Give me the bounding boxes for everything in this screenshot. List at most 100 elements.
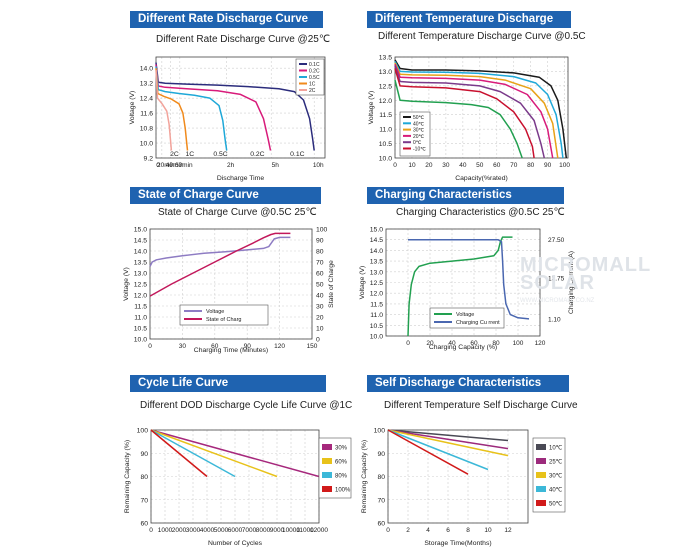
series-line xyxy=(394,62,559,159)
y-axis-label: Remaining Capacity (%) xyxy=(361,440,368,513)
y-tick-label: 100 xyxy=(137,428,149,435)
y2-tick-label: 40 xyxy=(316,293,324,300)
x-tick-label: 10000 xyxy=(282,527,300,534)
y-tick-label: 14.5 xyxy=(134,238,147,245)
x-tick-label: 8 xyxy=(466,527,470,534)
legend-label: 50℃ xyxy=(549,502,563,508)
x-tick-label: 40 xyxy=(459,162,467,169)
x-tick-label: 12000 xyxy=(310,527,328,534)
x-tick-label: 6000 xyxy=(228,527,243,534)
y-tick-label: 14.0 xyxy=(370,248,383,255)
series-line xyxy=(387,429,509,450)
legend-label: State of Charg xyxy=(206,317,241,323)
x-tick-label: 20min xyxy=(157,162,175,169)
chart-title-cycle-life: Different DOD Discharge Cycle Life Curve… xyxy=(140,400,353,411)
x-tick-label: 40 xyxy=(448,340,456,347)
y-tick-label: 10.0 xyxy=(379,156,392,163)
y-axis-label: Voltage (V) xyxy=(368,91,375,125)
legend-label: Voltage xyxy=(206,309,224,315)
y2-tick-label: 50 xyxy=(316,282,324,289)
y-tick-label: 10.0 xyxy=(370,334,383,341)
y2-tick-label: 1.10 xyxy=(548,316,561,323)
y2-tick-label: 13.75 xyxy=(548,276,565,283)
y-tick-label: 13.0 xyxy=(379,69,392,76)
x-tick-label: 1000 xyxy=(158,527,173,534)
y-tick-label: 10.8 xyxy=(140,126,153,133)
y-tick-label: 14.0 xyxy=(134,249,147,256)
chart-title-self-discharge: Different Temperature Self Discharge Cur… xyxy=(384,400,578,411)
curve-annotation: 1C xyxy=(185,151,194,158)
legend-swatch xyxy=(322,458,332,464)
y-tick-label: 12.0 xyxy=(379,98,392,105)
y-tick-label: 15.0 xyxy=(370,227,383,234)
series-line xyxy=(408,238,530,320)
plot-frame xyxy=(155,56,326,159)
series-line xyxy=(387,429,469,475)
watermark-logo: MICROMALL SOLAR WWW.MICROMALL.CO.NZ xyxy=(520,255,651,310)
plot-frame xyxy=(385,228,541,337)
x-tick-label: 100 xyxy=(559,162,570,169)
banner-different-temperature: Different Temperature Discharge Curve xyxy=(367,11,571,42)
x-axis-label: Number of Cycles xyxy=(208,540,263,547)
x-tick-label: 60 xyxy=(211,343,219,350)
x-tick-label: 0 xyxy=(386,527,390,534)
legend-label: 30% xyxy=(335,446,348,452)
series-line xyxy=(394,68,535,159)
legend-label: 50℃ xyxy=(413,115,425,121)
x-tick-label: 30 xyxy=(442,162,450,169)
series-line xyxy=(394,60,564,159)
curve-annotation: 0.1C xyxy=(290,151,304,158)
x-axis-label: Charging Capacity (%) xyxy=(429,344,497,351)
y-tick-label: 13.0 xyxy=(134,271,147,278)
x-tick-label: 60 xyxy=(493,162,501,169)
y2-tick-label: 80 xyxy=(316,249,324,256)
x-tick-label: 30 xyxy=(179,343,187,350)
legend-swatch xyxy=(536,444,546,450)
x-tick-label: 80 xyxy=(492,340,500,347)
y-tick-label: 11.6 xyxy=(140,111,153,118)
legend-swatch xyxy=(322,486,332,492)
banner-charging-characteristics: Charging Characteristics xyxy=(367,187,564,204)
chart-title-charging-characteristics: Charging Characteristics @0.5C 25℃ xyxy=(396,207,565,218)
x-tick-label: 20 xyxy=(425,162,433,169)
y-tick-label: 13.5 xyxy=(379,55,392,62)
x-tick-label: 3000 xyxy=(186,527,201,534)
legend-label: 100% xyxy=(335,488,351,494)
series-line xyxy=(150,429,236,478)
x-tick-label: 12 xyxy=(504,527,512,534)
y-tick-label: 13.5 xyxy=(134,260,147,267)
series-line xyxy=(387,429,489,471)
curve-annotation: 0.5C xyxy=(213,151,227,158)
plot-frame xyxy=(394,56,569,159)
series-line xyxy=(149,236,291,267)
series-line xyxy=(394,65,546,159)
y-tick-label: 15.0 xyxy=(134,227,147,234)
y-tick-label: 10.5 xyxy=(379,141,392,148)
watermark-url: WWW.MICROMALL.CO.NZ xyxy=(520,298,595,304)
y2-tick-label: 10 xyxy=(316,326,324,333)
y-tick-label: 90 xyxy=(140,451,148,458)
series-line xyxy=(394,79,523,159)
x-axis-label: Capacity(%rated) xyxy=(455,175,508,182)
legend-label: Charging Cu rrent xyxy=(456,320,500,326)
series-line xyxy=(150,429,278,478)
legend-label: 30℃ xyxy=(413,128,425,134)
y2-axis-label: State of Charge xyxy=(328,260,335,308)
legend-label: 30℃ xyxy=(549,474,563,480)
x-tick-label: 80 xyxy=(527,162,535,169)
legend-label: -10℃ xyxy=(413,147,426,153)
curve-annotation: 0.2C xyxy=(250,151,264,158)
y-tick-label: 12.4 xyxy=(140,96,153,103)
y-tick-label: 11.0 xyxy=(134,315,147,322)
x-tick-label: 2 xyxy=(406,527,410,534)
x-tick-label: 100 xyxy=(513,340,524,347)
x-tick-label: 8000 xyxy=(256,527,271,534)
banner-state-of-charge: State of Charge Curve xyxy=(130,187,321,204)
y-tick-label: 10.5 xyxy=(134,326,147,333)
y-tick-label: 12.0 xyxy=(134,293,147,300)
y2-tick-label: 20 xyxy=(316,315,324,322)
legend-swatch xyxy=(536,486,546,492)
banner-self-discharge: Self Discharge Characteristics Curve xyxy=(367,375,569,406)
y-tick-label: 11.5 xyxy=(134,304,147,311)
